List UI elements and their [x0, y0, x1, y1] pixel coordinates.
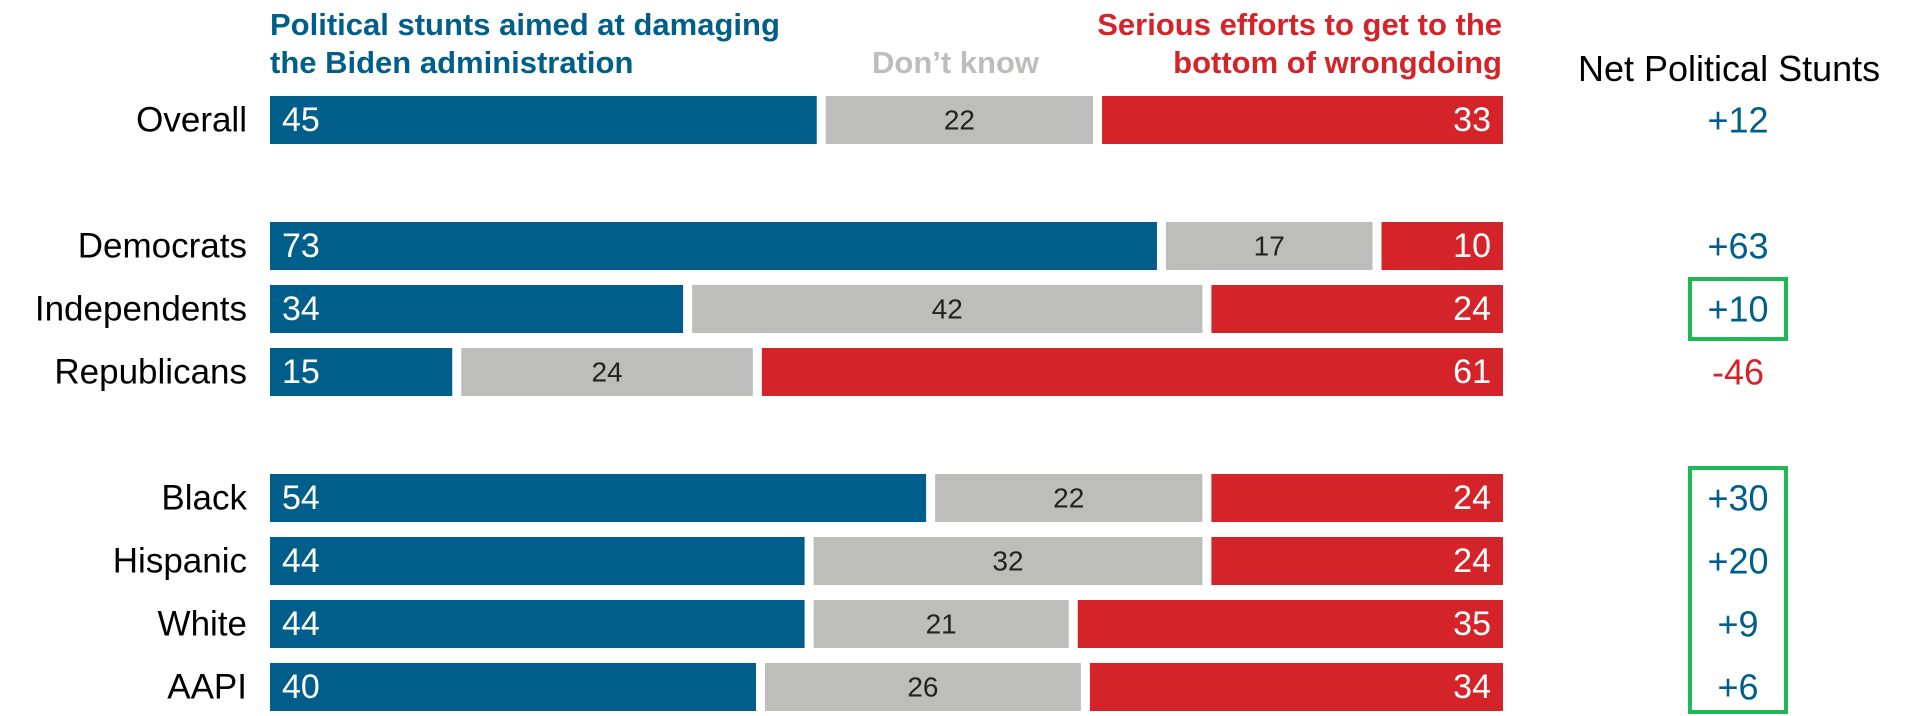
category-label-aapi: AAPI: [167, 668, 247, 707]
bar-stunts-white: [270, 600, 805, 648]
net-value-republicans: -46: [1712, 352, 1764, 393]
legend-serious-efforts: Serious efforts to get to the bottom of …: [1097, 6, 1502, 82]
bar-dont-know-hispanic: [813, 537, 1203, 585]
category-label-independents: Independents: [35, 290, 247, 329]
value-label-dont-know-democrats: 17: [1254, 231, 1285, 262]
value-label-stunts-independents: 34: [282, 290, 320, 328]
bar-dont-know-democrats: [1165, 222, 1373, 270]
net-value-hispanic: +20: [1707, 541, 1768, 582]
value-label-serious-hispanic: 24: [1453, 542, 1491, 580]
legend-dont-know: Don’t know: [872, 45, 1040, 80]
bar-stunts-overall: [270, 96, 817, 144]
net-value-overall: +12: [1707, 100, 1768, 141]
bar-serious-democrats: [1381, 222, 1503, 270]
bar-dont-know-independents: [692, 285, 1203, 333]
bar-dont-know-white: [813, 600, 1069, 648]
net-value-independents: +10: [1707, 289, 1768, 330]
bar-serious-aapi: [1089, 663, 1503, 711]
bar-serious-republicans: [761, 348, 1503, 396]
net-political-stunts-header: Net Political Stunts: [1578, 48, 1881, 89]
value-label-stunts-hispanic: 44: [282, 542, 320, 580]
bar-dont-know-black: [935, 474, 1203, 522]
legend-serious-efforts-line-2: bottom of wrongdoing: [1173, 45, 1502, 80]
value-label-dont-know-white: 21: [926, 609, 957, 640]
bar-dont-know-aapi: [765, 663, 1081, 711]
net-value-aapi: +6: [1717, 667, 1758, 708]
value-label-dont-know-aapi: 26: [907, 672, 938, 703]
bar-dont-know-republicans: [461, 348, 753, 396]
bar-stunts-independents: [270, 285, 684, 333]
value-label-stunts-democrats: 73: [282, 227, 320, 265]
value-label-serious-black: 24: [1453, 479, 1491, 517]
net-value-white: +9: [1717, 604, 1758, 645]
value-label-dont-know-black: 22: [1053, 483, 1084, 514]
value-label-serious-independents: 24: [1453, 290, 1491, 328]
value-label-serious-aapi: 34: [1453, 668, 1491, 706]
category-label-white: White: [158, 605, 247, 644]
value-label-dont-know-overall: 22: [944, 105, 975, 136]
legend-political-stunts: Political stunts aimed at damaging the B…: [270, 6, 780, 82]
value-label-serious-overall: 33: [1453, 101, 1491, 139]
legend-political-stunts-line-1: Political stunts aimed at damaging: [270, 7, 780, 42]
bar-stunts-democrats: [270, 222, 1157, 270]
value-label-stunts-white: 44: [282, 605, 320, 643]
value-label-dont-know-independents: 42: [932, 294, 963, 325]
bar-serious-overall: [1102, 96, 1503, 144]
net-value-black: +30: [1707, 478, 1768, 519]
value-label-dont-know-republicans: 24: [591, 357, 622, 388]
value-label-stunts-republicans: 15: [282, 353, 320, 391]
category-label-democrats: Democrats: [78, 227, 247, 266]
bar-serious-black: [1211, 474, 1503, 522]
value-label-serious-democrats: 10: [1453, 227, 1491, 265]
bar-stunts-black: [270, 474, 927, 522]
net-value-democrats: +63: [1707, 226, 1768, 267]
bar-stunts-aapi: [270, 663, 756, 711]
bar-dont-know-overall: [825, 96, 1094, 144]
value-label-stunts-overall: 45: [282, 101, 320, 139]
value-label-serious-republicans: 61: [1453, 353, 1491, 391]
category-label-black: Black: [161, 479, 247, 518]
value-label-stunts-aapi: 40: [282, 668, 320, 706]
bar-serious-hispanic: [1211, 537, 1503, 585]
highlight-box-1: [1688, 277, 1788, 341]
bar-serious-white: [1077, 600, 1503, 648]
category-label-hispanic: Hispanic: [113, 542, 247, 581]
category-label-republicans: Republicans: [54, 353, 247, 392]
value-label-serious-white: 35: [1453, 605, 1491, 643]
bar-stunts-hispanic: [270, 537, 805, 585]
highlight-box-2: [1688, 466, 1788, 714]
bar-stunts-republicans: [270, 348, 453, 396]
bar-serious-independents: [1211, 285, 1503, 333]
legend-political-stunts-line-2: the Biden administration: [270, 45, 634, 80]
value-label-stunts-black: 54: [282, 479, 320, 517]
value-label-dont-know-hispanic: 32: [992, 546, 1023, 577]
legend-serious-efforts-line-1: Serious efforts to get to the: [1097, 7, 1502, 42]
category-label-overall: Overall: [136, 101, 247, 140]
